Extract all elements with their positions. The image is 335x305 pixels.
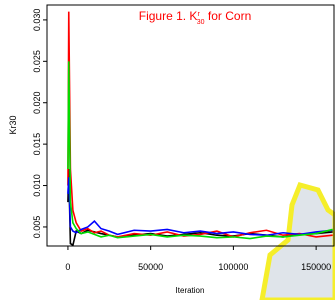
y-tick-label: 0.030 xyxy=(32,9,42,32)
title-sup: r xyxy=(197,11,200,18)
y-tick-label: 0.025 xyxy=(32,50,42,73)
x-tick-label: 150000 xyxy=(301,262,331,272)
x-tick-label: 100000 xyxy=(218,262,248,272)
title-suffix: for Corn xyxy=(205,9,252,23)
x-tick-label: 0 xyxy=(65,262,70,272)
y-tick-label: 0.020 xyxy=(32,91,42,114)
y-tick-label: 0.015 xyxy=(32,133,42,156)
x-axis-label: Iteration xyxy=(176,286,205,295)
title-main: Figure 1. K xyxy=(139,9,198,23)
title-sub: 30 xyxy=(197,19,205,26)
chart: Figure 1. Kr30 for Corn Iteration Kr30 0… xyxy=(0,0,335,300)
y-tick-label: 0.010 xyxy=(32,174,42,197)
x-tick-label: 50000 xyxy=(138,262,163,272)
photo-overlay xyxy=(262,185,335,300)
y-axis-label: Kr30 xyxy=(8,115,18,134)
y-tick-label: 0.005 xyxy=(32,216,42,239)
